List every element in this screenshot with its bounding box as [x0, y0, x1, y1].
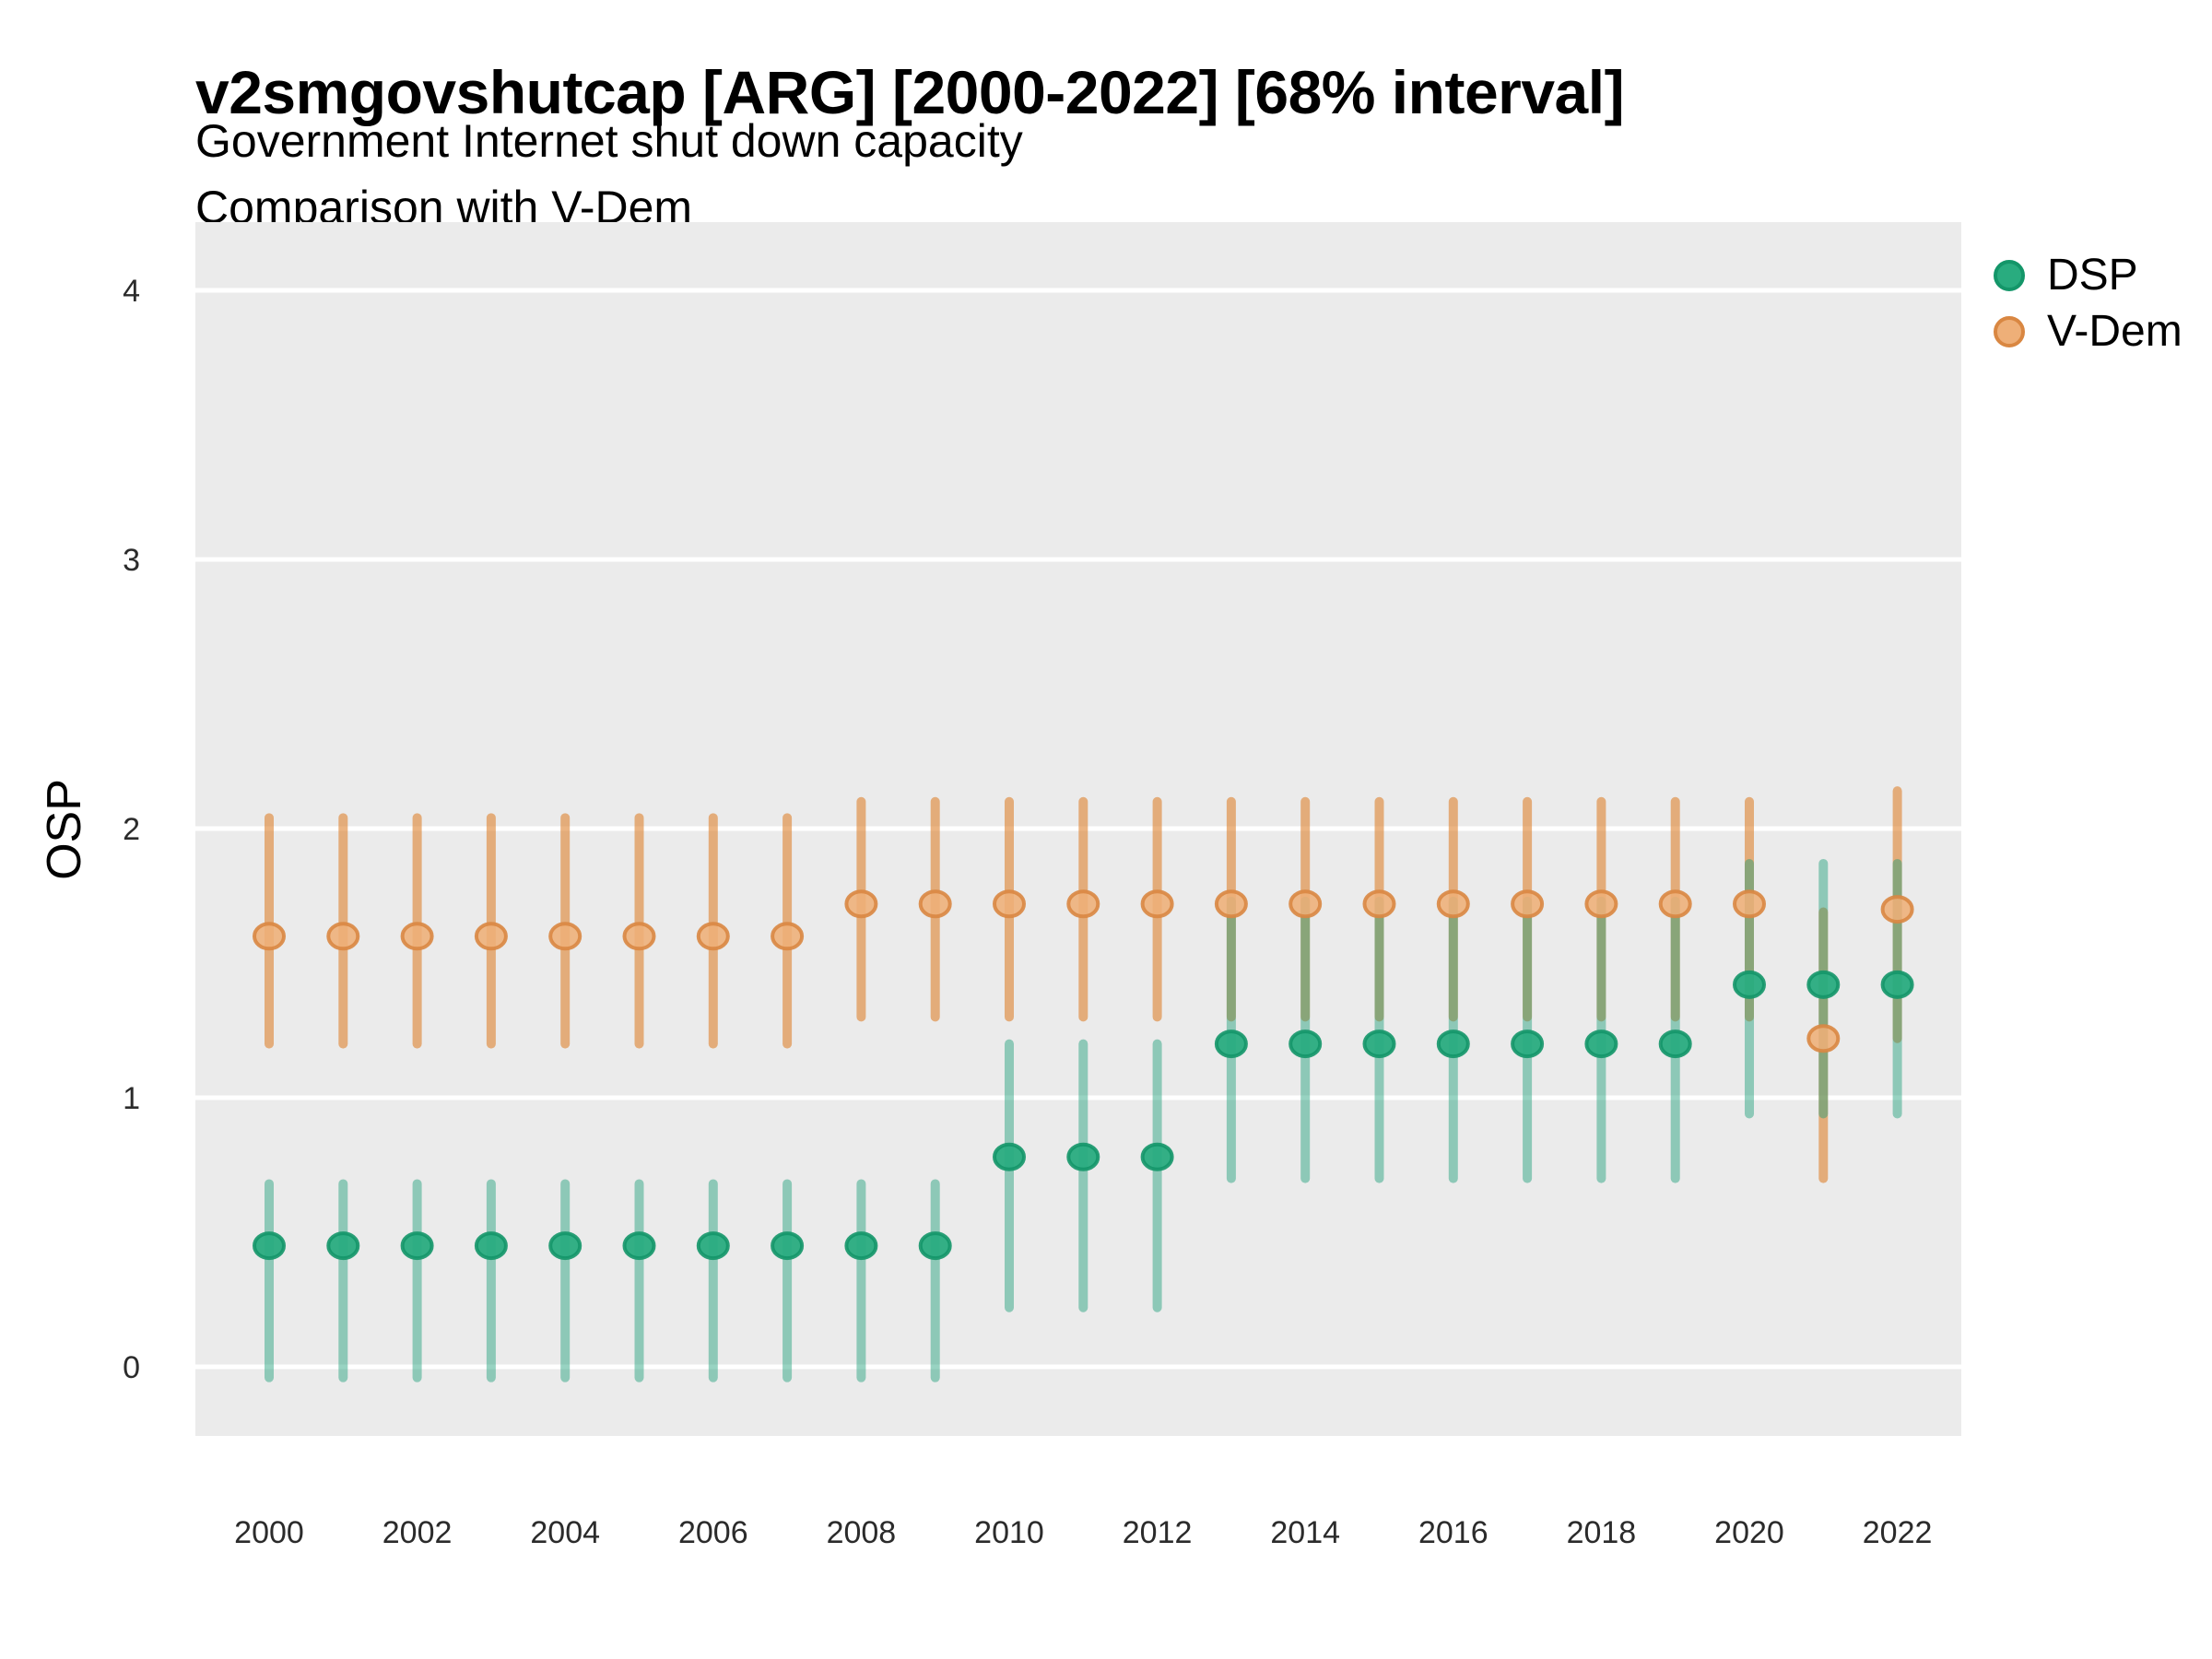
x-tick-label: 2022	[1863, 1515, 1933, 1550]
point-vdem-2008	[844, 889, 878, 919]
point-dsp-2010	[993, 1142, 1026, 1171]
point-vdem-2016	[1436, 889, 1470, 919]
point-dsp-2011	[1066, 1142, 1100, 1171]
point-dsp-2001	[326, 1231, 360, 1261]
x-tick-label: 2008	[827, 1515, 897, 1550]
x-tick-label: 2020	[1714, 1515, 1784, 1550]
point-vdem-2017	[1511, 889, 1545, 919]
point-dsp-2003	[474, 1231, 508, 1261]
chart-subtitle-line1: Government Internet shut down capacity	[195, 115, 1023, 167]
legend-marker-vdem-icon	[1994, 315, 2025, 347]
point-dsp-2021	[1806, 970, 1841, 999]
point-vdem-2022	[1880, 895, 1914, 924]
point-dsp-2007	[771, 1231, 805, 1261]
legend-label-vdem: V-Dem	[2047, 307, 2183, 356]
point-vdem-2020	[1733, 889, 1766, 919]
point-dsp-2015	[1362, 1030, 1396, 1059]
chart-title: v2smgovshutcap [ARG] [2000-2022] [68% in…	[195, 58, 1625, 126]
point-dsp-2019	[1658, 1030, 1692, 1059]
point-vdem-2006	[696, 922, 730, 951]
point-vdem-2002	[400, 922, 434, 951]
y-tick-label: 2	[123, 812, 140, 847]
point-vdem-2014	[1288, 889, 1323, 919]
x-tick-label: 2018	[1567, 1515, 1637, 1550]
y-tick-label: 3	[123, 543, 140, 578]
x-tick-label: 2002	[382, 1515, 453, 1550]
point-dsp-2016	[1436, 1030, 1470, 1059]
point-dsp-2006	[696, 1231, 730, 1261]
point-dsp-2022	[1880, 970, 1914, 999]
y-tick-label: 1	[123, 1081, 140, 1116]
point-vdem-2007	[771, 922, 805, 951]
y-tick-label: 4	[123, 274, 140, 309]
point-vdem-2004	[548, 922, 582, 951]
point-dsp-2020	[1733, 970, 1766, 999]
point-vdem-2018	[1584, 889, 1618, 919]
point-vdem-2001	[326, 922, 360, 951]
legend-marker-dsp-icon	[1994, 259, 2025, 291]
point-dsp-2005	[622, 1231, 656, 1261]
point-dsp-2018	[1584, 1030, 1618, 1059]
point-dsp-2012	[1140, 1142, 1174, 1171]
point-vdem-2003	[474, 922, 508, 951]
x-tick-label: 2010	[974, 1515, 1044, 1550]
point-dsp-2004	[548, 1231, 582, 1261]
x-tick-label: 2000	[234, 1515, 304, 1550]
point-dsp-2009	[918, 1231, 952, 1261]
point-vdem-2005	[622, 922, 656, 951]
point-vdem-2021	[1806, 1024, 1841, 1053]
x-tick-label: 2006	[678, 1515, 748, 1550]
x-tick-label: 2012	[1123, 1515, 1193, 1550]
point-vdem-2009	[918, 889, 952, 919]
point-vdem-2011	[1066, 889, 1100, 919]
point-dsp-2013	[1214, 1030, 1248, 1059]
x-tick-label: 2014	[1270, 1515, 1340, 1550]
y-tick-label: 0	[123, 1350, 140, 1385]
legend-label-dsp: DSP	[2047, 251, 2138, 300]
point-dsp-2002	[400, 1231, 434, 1261]
point-vdem-2019	[1658, 889, 1692, 919]
legend-item-vdem: V-Dem	[1994, 303, 2183, 359]
point-dsp-2008	[844, 1231, 878, 1261]
point-vdem-2010	[993, 889, 1026, 919]
point-vdem-2000	[253, 922, 286, 951]
point-dsp-2017	[1511, 1030, 1545, 1059]
point-vdem-2012	[1140, 889, 1174, 919]
point-dsp-2000	[253, 1231, 286, 1261]
x-tick-label: 2016	[1418, 1515, 1488, 1550]
legend-item-dsp: DSP	[1994, 247, 2183, 303]
x-tick-label: 2004	[530, 1515, 600, 1550]
point-vdem-2013	[1214, 889, 1248, 919]
point-vdem-2015	[1362, 889, 1396, 919]
point-dsp-2014	[1288, 1030, 1323, 1059]
legend: DSP V-Dem	[1994, 247, 2183, 359]
